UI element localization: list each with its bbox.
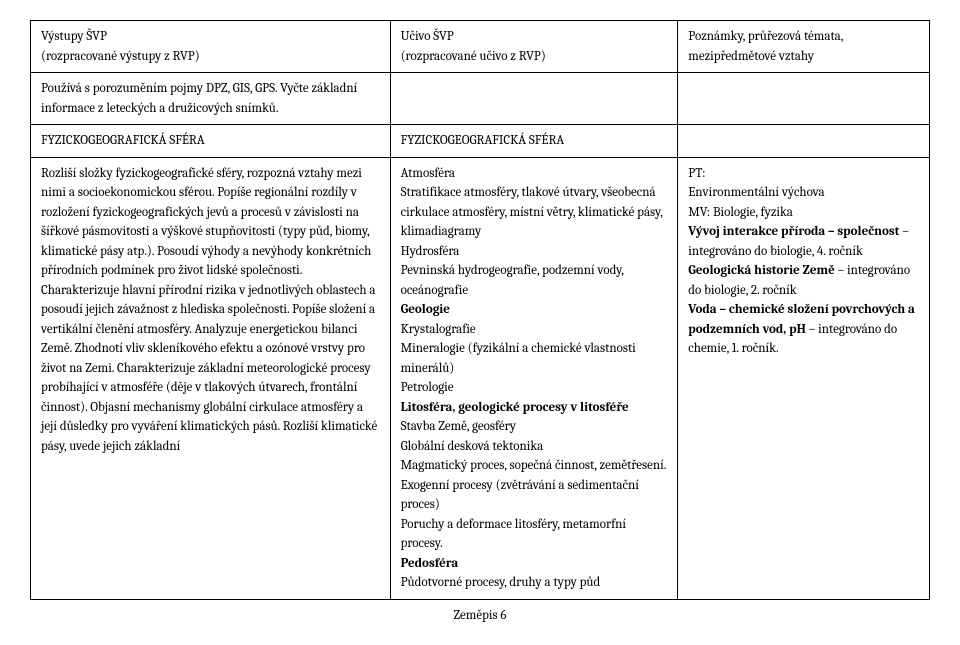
row2-col1: FYZICKOGEOGRAFICKÁ SFÉRA — [31, 125, 391, 158]
row1-col2 — [390, 73, 678, 125]
page-footer: Zeměpis 6 — [30, 606, 930, 626]
curriculum-table: Výstupy ŠVP (rozpracované výstupy z RVP)… — [30, 20, 930, 600]
row3-col2-atmosfera: Atmosféra — [401, 164, 668, 184]
row3-col2: Atmosféra Stratifikace atmosféry, tlakov… — [390, 157, 678, 599]
row3-col3-bold: Geologická historie Země — [688, 263, 835, 278]
row3-col3-vyvoj: Vývoj interakce příroda – společnost – i… — [688, 222, 919, 261]
row3-col2-text: Magmatický proces, sopečná činnost, země… — [401, 456, 668, 476]
row3-col3-voda: Voda – chemické složení povrchových a po… — [688, 300, 919, 359]
header-col3-line2: mezipředmětové vztahy — [688, 49, 814, 64]
table-row: FYZICKOGEOGRAFICKÁ SFÉRA FYZICKOGEOGRAFI… — [31, 125, 930, 158]
header-col2: Učivo ŠVP (rozpracované učivo z RVP) — [390, 21, 678, 73]
row2-col2: FYZICKOGEOGRAFICKÁ SFÉRA — [390, 125, 678, 158]
row3-col1-text: Rozliší složky fyzickogeografické sféry,… — [41, 166, 377, 454]
row3-col3-text: Environmentální výchova — [688, 183, 919, 203]
header-col3-line1: Poznámky, průřezová témata, — [688, 29, 843, 44]
row3-col2-pedosfera: Pedosféra — [401, 554, 668, 574]
row3-col2-text: Petrologie — [401, 378, 668, 398]
header-col2-line1: Učivo ŠVP — [401, 29, 454, 44]
row1-col3 — [678, 73, 930, 125]
header-col1-line2: (rozpracované výstupy z RVP) — [41, 49, 200, 64]
row3-col2-text: Půdotvorné procesy, druhy a typy půd — [401, 573, 668, 593]
table-row: Používá s porozuměním pojmy DPZ, GIS, GP… — [31, 73, 930, 125]
row3-col3-bold: Vývoj interakce příroda – společnost — [688, 224, 899, 239]
row3-col2-geologie: Geologie — [401, 300, 668, 320]
header-col2-line2: (rozpracované učivo z RVP) — [401, 49, 546, 64]
header-col3: Poznámky, průřezová témata, mezipředměto… — [678, 21, 930, 73]
row3-col3-pt: PT: — [688, 164, 919, 184]
row3-col2-text: Exogenní procesy (zvětrávání a sedimenta… — [401, 476, 668, 515]
row3-col3: PT: Environmentální výchova MV: Biologie… — [678, 157, 930, 599]
row1-col1-text: Používá s porozuměním pojmy DPZ, GIS, GP… — [41, 81, 357, 116]
row3-col2-hydrosfera: Hydrosféra — [401, 242, 668, 262]
row3-col3-geolog: Geologická historie Země – integrováno d… — [688, 261, 919, 300]
row1-col1: Používá s porozuměním pojmy DPZ, GIS, GP… — [31, 73, 391, 125]
row3-col2-text: Krystalografie — [401, 320, 668, 340]
row3-col3-text: MV: Biologie, fyzika — [688, 203, 919, 223]
row3-col2-text: Stratifikace atmosféry, tlakové útvary, … — [401, 183, 668, 242]
row3-col2-text: Pevninská hydrogeografie, podzemní vody,… — [401, 261, 668, 300]
table-row: Rozliší složky fyzickogeografické sféry,… — [31, 157, 930, 599]
row3-col2-text: Stavba Země, geosféry — [401, 417, 668, 437]
row3-col2-text: Globální desková tektonika — [401, 437, 668, 457]
row3-col1: Rozliší složky fyzickogeografické sféry,… — [31, 157, 391, 599]
row3-col2-text: Poruchy a deformace litosféry, metamorfn… — [401, 515, 668, 554]
header-col1-line1: Výstupy ŠVP — [41, 29, 107, 44]
row3-col2-litosfera: Litosféra, geologické procesy v litosféř… — [401, 398, 668, 418]
table-header-row: Výstupy ŠVP (rozpracované výstupy z RVP)… — [31, 21, 930, 73]
row3-col2-text: Mineralogie (fyzikální a chemické vlastn… — [401, 339, 668, 378]
row2-col3 — [678, 125, 930, 158]
header-col1: Výstupy ŠVP (rozpracované výstupy z RVP) — [31, 21, 391, 73]
